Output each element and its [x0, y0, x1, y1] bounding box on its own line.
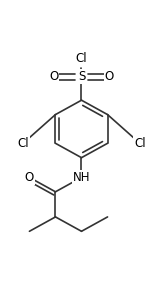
- Text: Cl: Cl: [17, 137, 29, 150]
- Text: S: S: [78, 70, 85, 84]
- Text: O: O: [49, 70, 58, 84]
- Text: Cl: Cl: [134, 137, 146, 150]
- Text: Cl: Cl: [76, 52, 87, 65]
- Text: O: O: [105, 70, 114, 84]
- Text: O: O: [25, 171, 34, 184]
- Text: NH: NH: [73, 171, 90, 184]
